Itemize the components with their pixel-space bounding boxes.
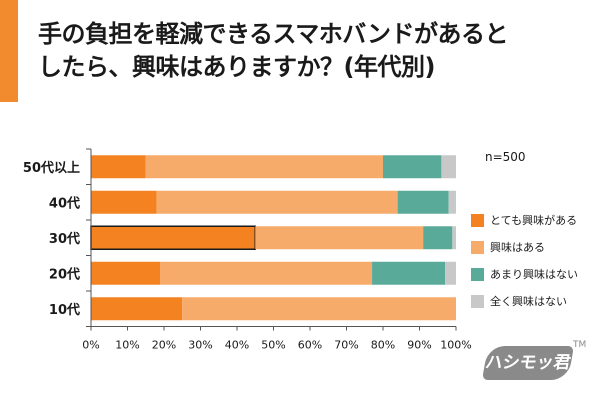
x-tick-label: 100% <box>440 339 471 352</box>
category-label: 20代 <box>49 266 80 282</box>
x-tick-label: 40% <box>225 339 249 352</box>
legend-item: 全く興味はない <box>471 293 578 309</box>
bar-segment <box>383 155 442 179</box>
bar-segment <box>156 190 398 214</box>
x-tick-label: 60% <box>298 339 322 352</box>
x-tick-label: 90% <box>407 339 431 352</box>
x-tick-label: 80% <box>371 339 395 352</box>
category-label: 50代以上 <box>23 160 80 176</box>
legend-label: 全く興味はない <box>490 295 567 308</box>
bar-segment <box>255 226 424 250</box>
bar-segment <box>90 225 256 250</box>
legend-swatch <box>471 240 484 254</box>
x-tick-label: 70% <box>334 339 358 352</box>
accent-bar <box>0 0 18 102</box>
sample-size-note: n=500 <box>485 150 526 164</box>
bar-segment <box>91 190 157 214</box>
legend-item: とても興味がある <box>471 212 578 228</box>
x-tick-label: 50% <box>261 339 285 352</box>
chart-title: 手の負担を軽減できるスマホバンドがあると したら、興味はありますか？(年代別) <box>38 18 598 84</box>
legend-label: あまり興味はない <box>490 268 578 281</box>
legend-swatch <box>471 294 484 308</box>
bar-segment <box>452 226 456 250</box>
title-line-1: 手の負担を軽減できるスマホバンドがあると <box>38 20 509 48</box>
legend-item: あまり興味はない <box>471 266 578 282</box>
bar-segment <box>145 155 383 179</box>
legend-label: とても興味がある <box>490 214 578 227</box>
x-tick-label: 20% <box>152 339 176 352</box>
trademark-mark: TM <box>573 340 587 350</box>
legend-item: 興味はある <box>471 239 578 255</box>
bar-segment <box>182 297 456 321</box>
bar-segment <box>91 261 161 285</box>
x-tick-label: 30% <box>188 339 212 352</box>
category-label: 30代 <box>49 231 80 247</box>
bar-segment <box>448 190 456 214</box>
x-tick-label: 0% <box>82 339 99 352</box>
bar-segment <box>441 155 456 179</box>
bar-segment <box>397 190 449 214</box>
title-line-2: したら、興味はありますか？(年代別) <box>38 53 435 81</box>
legend-swatch <box>471 267 484 281</box>
legend: とても興味がある 興味はあるあまり興味はない 全く興味はない <box>471 212 578 320</box>
bar-segment <box>91 297 183 321</box>
x-tick-label: 10% <box>115 339 139 352</box>
legend-label: 興味はある <box>490 241 545 254</box>
legend-swatch <box>471 213 484 227</box>
bar-segment <box>423 226 453 250</box>
category-label: 40代 <box>49 195 80 211</box>
brand-logo: ハシモッ君 <box>482 346 574 380</box>
bar-segment <box>372 261 446 285</box>
bar-segment <box>160 261 373 285</box>
category-label: 10代 <box>49 302 80 318</box>
bar-segment <box>445 261 456 285</box>
bar-segment <box>91 155 146 179</box>
